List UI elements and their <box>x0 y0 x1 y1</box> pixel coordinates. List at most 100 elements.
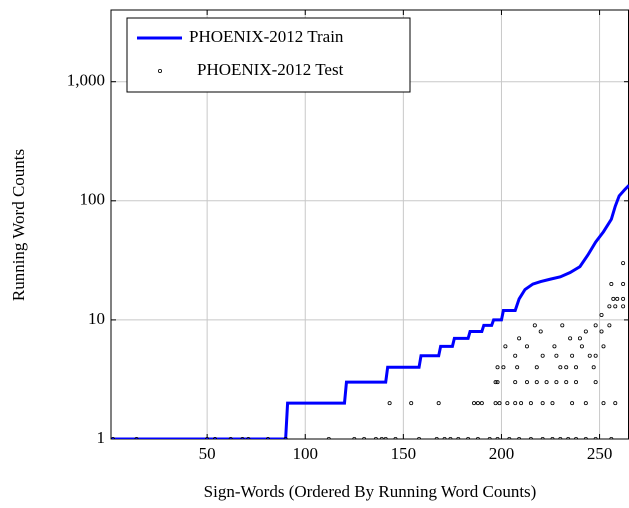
test-point <box>513 401 518 406</box>
legend-point <box>157 69 162 74</box>
test-point <box>513 353 518 358</box>
test-point <box>568 336 573 341</box>
test-point <box>609 282 614 287</box>
test-point <box>570 401 575 406</box>
x-tick-label: 250 <box>587 444 613 463</box>
test-point <box>387 401 392 406</box>
test-point <box>326 437 331 439</box>
test-point <box>621 282 626 287</box>
test-point <box>607 323 612 328</box>
test-point <box>466 437 471 439</box>
test-point <box>519 401 524 406</box>
test-point <box>379 437 384 439</box>
test-point <box>615 296 620 301</box>
test-point <box>534 380 539 385</box>
test-point <box>540 437 545 439</box>
test-point <box>593 353 598 358</box>
test-point <box>515 365 520 370</box>
test-point <box>493 401 498 406</box>
test-point <box>552 344 557 349</box>
test-point <box>456 437 461 439</box>
test-point <box>609 437 614 439</box>
test-point <box>587 353 592 358</box>
test-point <box>505 401 510 406</box>
test-point <box>564 365 569 370</box>
test-point <box>560 323 565 328</box>
test-point <box>566 437 571 439</box>
test-point <box>528 437 533 439</box>
y-tick-label: 1 <box>97 428 106 447</box>
x-tick-label: 50 <box>199 444 216 463</box>
test-point <box>583 401 588 406</box>
test-point <box>111 437 115 439</box>
test-point <box>583 329 588 334</box>
test-point <box>528 401 533 406</box>
test-point <box>436 401 441 406</box>
test-point <box>497 401 502 406</box>
test-point <box>570 353 575 358</box>
test-point <box>540 401 545 406</box>
test-point <box>479 401 484 406</box>
test-point <box>503 344 508 349</box>
test-point <box>362 437 367 439</box>
test-point <box>393 437 398 439</box>
legend-label: PHOENIX-2012 Test <box>197 60 344 79</box>
test-point <box>495 365 500 370</box>
test-point <box>550 437 555 439</box>
test-point <box>607 304 612 309</box>
test-point <box>583 437 588 439</box>
test-point <box>507 437 512 439</box>
test-point <box>540 353 545 358</box>
test-point <box>383 437 388 439</box>
test-point <box>613 401 618 406</box>
y-tick-label: 10 <box>88 309 105 328</box>
test-point <box>448 437 453 439</box>
test-point <box>577 336 582 341</box>
test-point <box>487 437 492 439</box>
test-point <box>265 437 270 439</box>
test-point <box>613 304 618 309</box>
test-point <box>471 401 476 406</box>
y-tick-label: 100 <box>80 190 106 209</box>
test-point <box>558 437 563 439</box>
test-point <box>593 437 598 439</box>
x-tick-label: 100 <box>293 444 319 463</box>
test-point <box>517 437 522 439</box>
test-point <box>513 380 518 385</box>
test-point <box>574 437 579 439</box>
test-point <box>517 336 522 341</box>
test-point <box>558 365 563 370</box>
y-tick-label: 1,000 <box>67 71 105 90</box>
test-point <box>409 401 414 406</box>
test-point <box>495 380 500 385</box>
test-point <box>579 344 584 349</box>
test-point <box>554 353 559 358</box>
x-tick-label: 150 <box>391 444 417 463</box>
test-point <box>593 323 598 328</box>
test-point <box>550 401 555 406</box>
test-point <box>621 261 626 266</box>
test-point <box>501 365 506 370</box>
test-point <box>621 296 626 301</box>
test-point <box>593 380 598 385</box>
test-point <box>574 365 579 370</box>
test-point <box>228 437 233 439</box>
test-point <box>493 380 498 385</box>
test-point <box>283 437 288 439</box>
test-point <box>599 312 604 317</box>
test-point <box>538 329 543 334</box>
test-point <box>205 437 210 439</box>
test-point <box>574 380 579 385</box>
test-point <box>544 380 549 385</box>
test-point <box>240 437 245 439</box>
test-point <box>601 344 606 349</box>
test-point <box>442 437 447 439</box>
train-line <box>111 184 629 439</box>
test-point <box>591 365 596 370</box>
legend-box <box>126 17 411 93</box>
test-point <box>373 437 378 439</box>
test-point <box>524 380 529 385</box>
x-tick-label: 200 <box>489 444 515 463</box>
test-point <box>417 437 422 439</box>
